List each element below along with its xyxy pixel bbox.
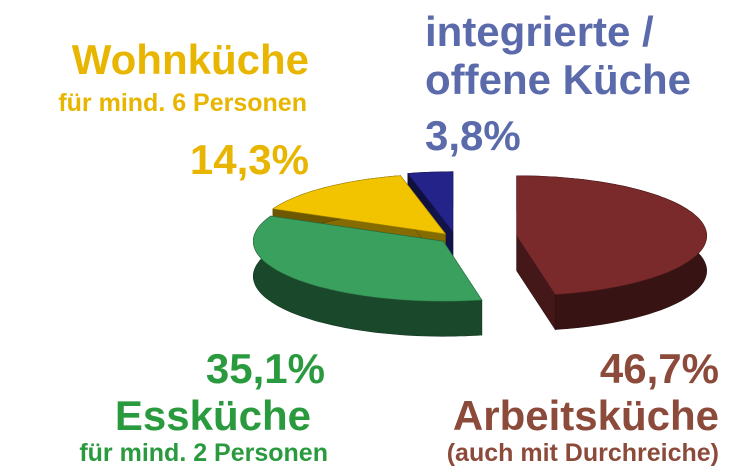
- category-note: für mind. 6 Personen: [58, 89, 307, 117]
- category-label: Essküche: [114, 392, 311, 439]
- value-label: 14,3%: [189, 136, 309, 183]
- category-note: (auch mit Durchreiche): [446, 439, 719, 467]
- slice-top: [272, 175, 447, 235]
- value-label: 46,7%: [599, 345, 719, 392]
- category-label: Wohnküche: [71, 36, 309, 83]
- slice-top: [253, 215, 483, 302]
- slice-top: [516, 175, 708, 295]
- category-label: integrierte / offene Küche: [425, 8, 692, 103]
- value-label: 35,1%: [205, 345, 325, 392]
- value-label: 3,8%: [425, 112, 521, 159]
- category-label: Arbeitsküche: [452, 392, 719, 439]
- category-note: für mind. 2 Personen: [79, 439, 328, 467]
- slice-top: [407, 171, 454, 233]
